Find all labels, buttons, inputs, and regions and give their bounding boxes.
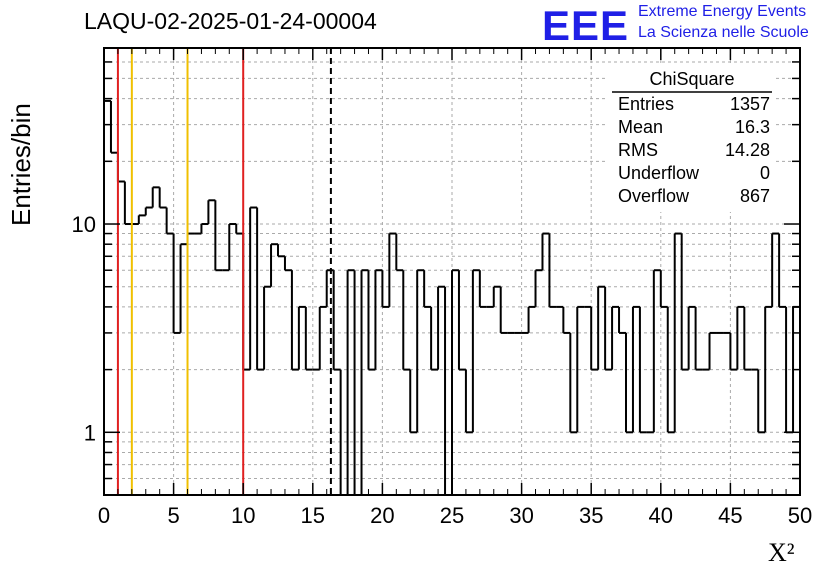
stats-row-label: Underflow [618, 163, 700, 183]
x-tick-label: 0 [98, 503, 110, 528]
x-axis-label: X² [768, 538, 795, 567]
stats-row-label: RMS [618, 140, 658, 160]
y-tick-label: 1 [84, 420, 96, 445]
x-tick-label: 30 [509, 503, 533, 528]
stats-row-value: 14.28 [725, 140, 770, 160]
stats-title: ChiSquare [649, 69, 734, 89]
stats-row-label: Overflow [618, 186, 690, 206]
x-tick-label: 35 [579, 503, 603, 528]
stats-row-value: 0 [760, 163, 770, 183]
stats-row-value: 867 [740, 186, 770, 206]
stats-row-value: 16.3 [735, 117, 770, 137]
stats-box [608, 64, 776, 212]
x-tick-label: 15 [301, 503, 325, 528]
x-tick-label: 50 [788, 503, 812, 528]
x-tick-label: 25 [440, 503, 464, 528]
stats-row-value: 1357 [730, 94, 770, 114]
x-tick-label: 20 [370, 503, 394, 528]
chart-title: LAQU-02-2025-01-24-00004 [84, 8, 377, 34]
eee-logo: EEE [542, 2, 630, 49]
stats-row-label: Entries [618, 94, 674, 114]
x-tick-label: 5 [167, 503, 179, 528]
x-tick-label: 10 [231, 503, 255, 528]
x-tick-label: 45 [718, 503, 742, 528]
stats-row-label: Mean [618, 117, 663, 137]
logo-subtitle-line2: La Scienza nelle Scuole [638, 24, 809, 41]
y-tick-label: 10 [72, 212, 96, 237]
x-tick-label: 40 [649, 503, 673, 528]
logo-subtitle-line1: Extreme Energy Events [638, 3, 807, 20]
